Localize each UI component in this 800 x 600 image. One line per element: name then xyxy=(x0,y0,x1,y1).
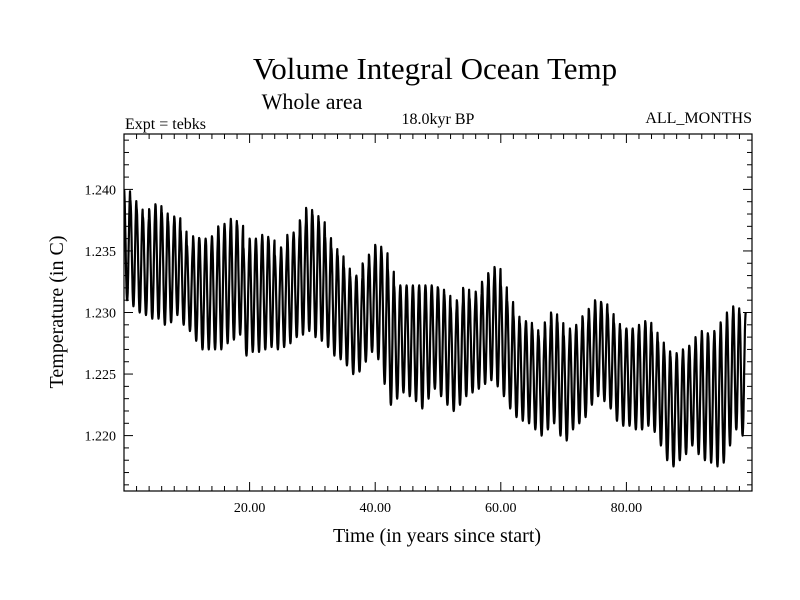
x-axis-label: Time (in years since start) xyxy=(333,525,541,547)
y-tick-label: 1.225 xyxy=(85,368,117,383)
x-tick-label: 80.00 xyxy=(611,501,643,516)
y-axis-label: Temperature (in C) xyxy=(46,236,68,389)
chart-title: Volume Integral Ocean Temp xyxy=(253,51,617,86)
x-tick-label: 20.00 xyxy=(234,501,266,516)
series-line xyxy=(124,189,747,468)
period-label: 18.0kyr BP xyxy=(402,111,475,128)
y-axis: 1.220 1.225 1.230 1.235 1.240 xyxy=(85,139,752,486)
series-layer xyxy=(124,189,747,468)
x-tick-label: 60.00 xyxy=(485,501,517,516)
y-tick-label: 1.235 xyxy=(85,245,117,260)
y-tick-label: 1.220 xyxy=(85,430,117,445)
y-tick-label: 1.240 xyxy=(85,183,117,198)
chart-subtitle: Whole area xyxy=(262,89,363,114)
y-tick-label: 1.230 xyxy=(85,307,117,322)
x-axis: 20.00 40.00 60.00 80.00 xyxy=(136,134,740,516)
experiment-label: Expt = tebks xyxy=(125,116,206,133)
months-label: ALL_MONTHS xyxy=(645,110,752,127)
x-tick-label: 40.00 xyxy=(359,501,391,516)
